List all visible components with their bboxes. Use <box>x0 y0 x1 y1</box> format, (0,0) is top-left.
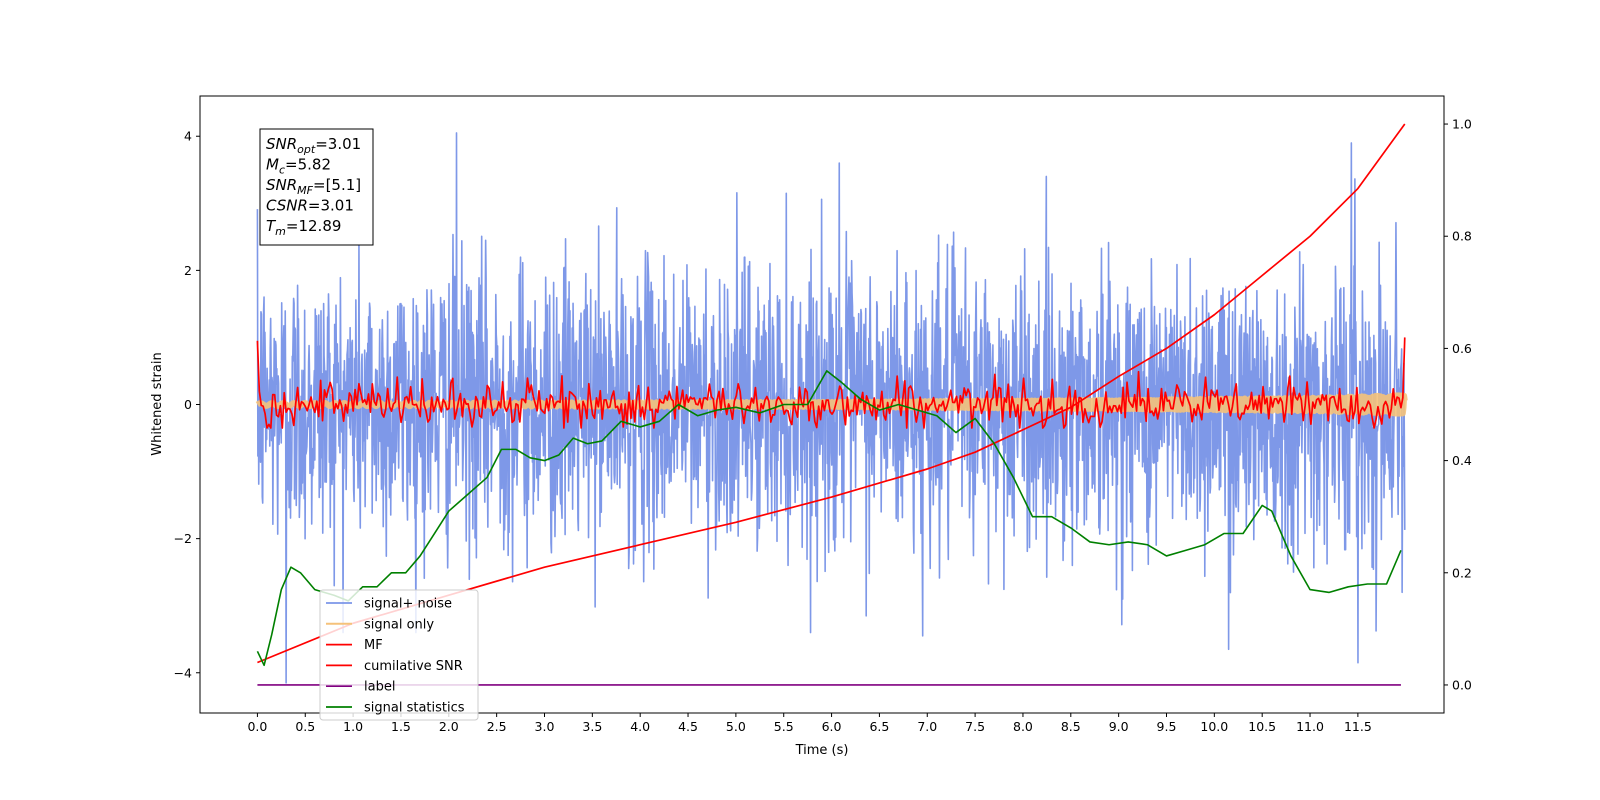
x-tick-label: 3.5 <box>582 719 602 734</box>
x-tick-label: 1.0 <box>343 719 363 734</box>
legend-label: MF <box>364 638 383 653</box>
x-tick-label: 0.5 <box>295 719 315 734</box>
series-cumilative-snr <box>257 123 1406 664</box>
series-signal-statistics <box>256 370 1402 667</box>
y2-tick-label: 0.8 <box>1452 229 1472 244</box>
y-tick-label: 0 <box>184 397 192 412</box>
x-tick-label: 7.0 <box>917 719 937 734</box>
legend-frame <box>319 589 479 721</box>
y2-tick-label: 0.2 <box>1452 565 1472 580</box>
x-tick-label: 10.0 <box>1200 719 1228 734</box>
x-tick-label: 5.0 <box>726 719 746 734</box>
y-axis-left: −4 −2 0 2 4 <box>174 129 200 680</box>
info-box-frame <box>259 128 374 246</box>
legend-label: signal statistics <box>364 701 465 716</box>
x-axis: 0.0 0.5 1.0 1.5 2.0 2.5 3.0 3.5 4.0 4.5 5.0 5.5 6.0 6… <box>247 713 1372 734</box>
x-tick-label: 8.5 <box>1061 719 1081 734</box>
y2-tick-label: 1.0 <box>1452 117 1472 132</box>
legend-label: label <box>364 680 395 695</box>
x-tick-label: 6.0 <box>822 719 842 734</box>
info-line: Tm=12.89 <box>266 217 341 238</box>
x-tick-label: 7.5 <box>965 719 985 734</box>
y-tick-label: −2 <box>174 531 192 546</box>
info-line: SNRMF=[5.1] <box>266 176 361 197</box>
legend-label: signal+ noise <box>364 597 452 612</box>
legend-label: signal only <box>364 617 434 632</box>
x-tick-label: 10.5 <box>1248 719 1276 734</box>
x-tick-label: 11.5 <box>1344 719 1372 734</box>
y-axis-label: Whitened strain <box>150 352 165 455</box>
x-tick-label: 9.5 <box>1157 719 1177 734</box>
x-tick-label: 2.0 <box>439 719 459 734</box>
x-tick-label: 1.5 <box>391 719 411 734</box>
series-mf <box>256 337 1406 429</box>
x-tick-label: 9.0 <box>1109 719 1129 734</box>
legend: signal+ noise signal only MF cumilative SNR… <box>319 589 479 721</box>
x-tick-label: 5.5 <box>774 719 794 734</box>
x-tick-label: 8.0 <box>1013 719 1033 734</box>
info-line: SNRopt=3.01 <box>266 135 361 156</box>
y2-tick-label: 0.6 <box>1452 341 1472 356</box>
y-tick-label: 4 <box>184 129 192 144</box>
info-line: CSNR=3.01 <box>266 197 354 215</box>
series-layer <box>255 123 1408 686</box>
y2-tick-label: 0.4 <box>1452 453 1472 468</box>
x-tick-label: 2.5 <box>487 719 507 734</box>
x-tick-label: 11.0 <box>1296 719 1324 734</box>
x-tick-label: 6.5 <box>869 719 889 734</box>
x-axis-label: Time (s) <box>795 743 849 758</box>
y-tick-label: −4 <box>174 665 192 680</box>
x-tick-label: 4.0 <box>630 719 650 734</box>
y-tick-label: 2 <box>184 263 192 278</box>
info-line: Mc=5.82 <box>266 156 331 177</box>
legend-label: cumilative SNR <box>364 659 463 674</box>
x-tick-label: 4.5 <box>678 719 698 734</box>
y2-tick-label: 0.0 <box>1452 677 1472 692</box>
y-axis-right: 0.0 0.2 0.4 0.6 0.8 1.0 <box>1444 117 1472 692</box>
x-tick-label: 3.0 <box>535 719 555 734</box>
x-tick-label: 0.0 <box>247 719 267 734</box>
